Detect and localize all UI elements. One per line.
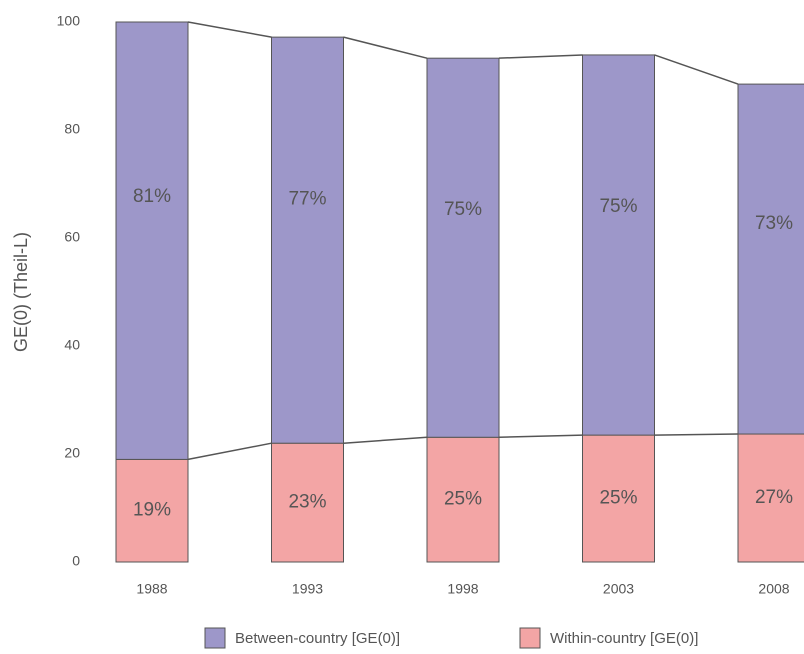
bar-segment (271, 442, 344, 563)
connector-line (343, 436, 428, 444)
bar-segment (115, 21, 189, 460)
segment-label: 75% (444, 199, 482, 220)
segment-label: 81% (133, 186, 171, 207)
bar-segment (115, 458, 189, 563)
bar-segment (737, 83, 804, 435)
y-tick-label: 0 (72, 553, 80, 569)
segment-label: 19% (133, 500, 171, 521)
segment-label: 77% (288, 189, 326, 210)
y-axis-label: GE(0) (Theil-L) (11, 232, 31, 352)
bar-segment (271, 36, 344, 444)
segment-label: 25% (599, 488, 637, 509)
y-tick-label: 60 (64, 229, 80, 245)
y-tick-label: 100 (57, 13, 81, 29)
x-tick-label: 1988 (136, 581, 167, 597)
y-tick-label: 40 (64, 337, 80, 353)
legend-label: Between-country [GE(0)] (235, 630, 400, 647)
connector-line (343, 36, 428, 59)
y-tick-label: 20 (64, 445, 80, 461)
x-tick-label: 2008 (758, 581, 789, 597)
bar-segment (426, 57, 500, 438)
bar-segment (582, 434, 655, 563)
x-tick-label: 2003 (603, 581, 634, 597)
segment-label: 23% (288, 492, 326, 513)
bar-segment (737, 433, 804, 563)
x-tick-label: 1998 (447, 581, 478, 597)
legend-swatch (519, 627, 541, 649)
segment-label: 27% (755, 487, 793, 508)
legend-label: Within-country [GE(0)] (550, 630, 698, 647)
segment-label: 25% (444, 489, 482, 510)
connector-line (187, 442, 272, 461)
connector-line (498, 434, 583, 439)
x-tick-label: 1993 (292, 581, 323, 597)
connector-line (498, 54, 583, 59)
y-tick-label: 80 (64, 121, 80, 137)
segment-label: 75% (599, 196, 637, 217)
connector-line (187, 21, 272, 38)
connector-line (654, 433, 739, 436)
connector-line (654, 54, 739, 85)
bar-segment (582, 54, 655, 436)
segment-label: 73% (755, 213, 793, 234)
legend-swatch (204, 627, 226, 649)
